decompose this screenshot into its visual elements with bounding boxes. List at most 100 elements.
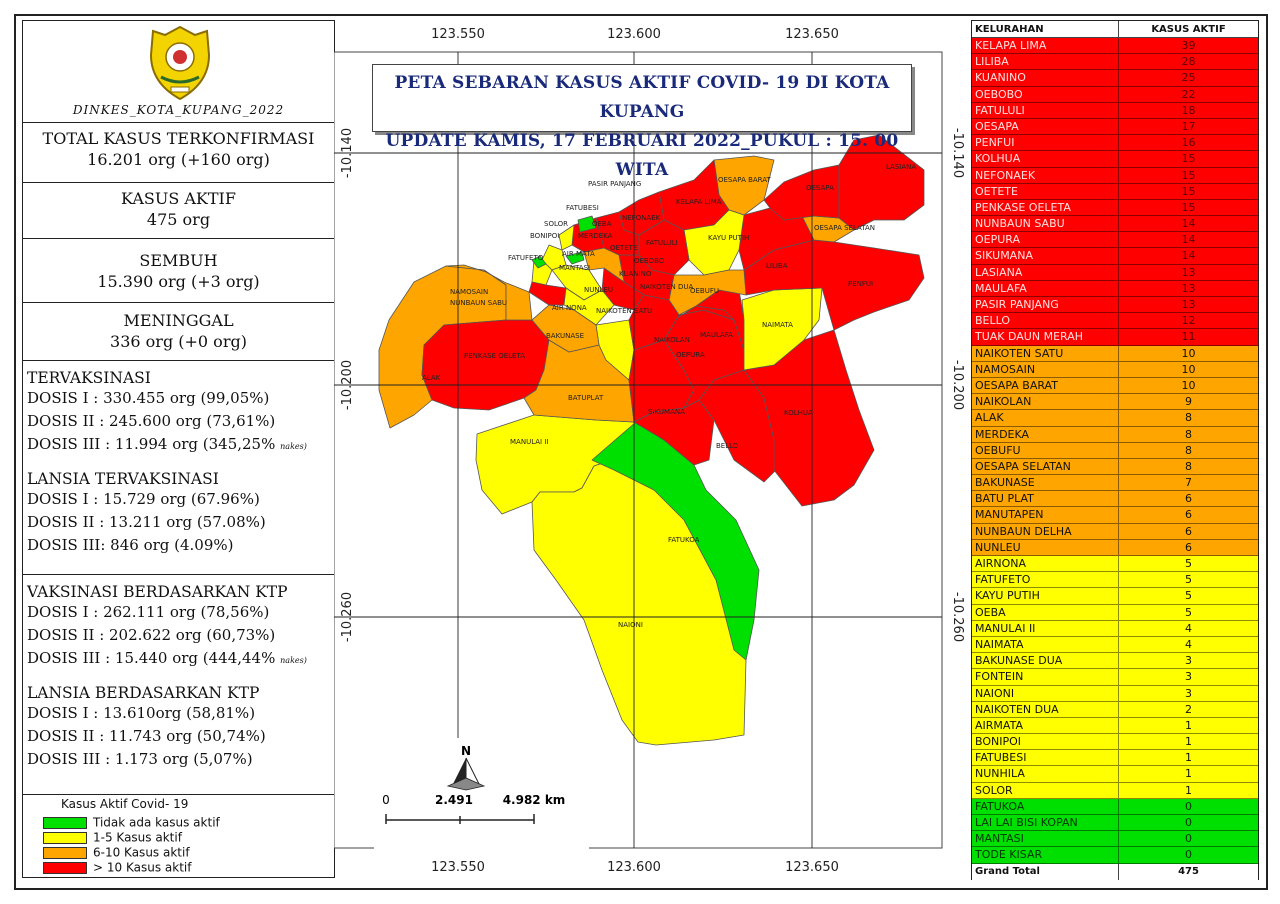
row-kelurahan: BELLO <box>972 313 1119 329</box>
row-kelurahan: NAMOSAIN <box>972 361 1119 377</box>
row-kasus-aktif: 5 <box>1185 589 1192 603</box>
table-row: FATULULI 18 <box>972 102 1258 119</box>
row-kelurahan: SOLOR <box>972 782 1119 798</box>
label-alak: ALAK <box>422 374 441 382</box>
map-title-line2: UPDATE KAMIS, 17 FEBRUARI 2022_PUKUL : 1… <box>385 131 899 180</box>
table-row: NUNLEU 6 <box>972 539 1258 556</box>
map-grid <box>334 52 942 848</box>
table-row: BAKUNASE DUA 3 <box>972 653 1258 670</box>
polygon-air-nona <box>531 304 600 353</box>
table-body: KELAPA LIMA 39 LILIBA 28 KUANINO 25 OEBOBO 22 FA… <box>972 38 1258 864</box>
elderly-ktp-title: LANSIA BERDASARKAN KTP <box>27 684 260 702</box>
row-kasus-aktif: 5 <box>1185 573 1192 587</box>
row-kasus-aktif: 10 <box>1181 346 1196 360</box>
grand-total-label: Grand Total <box>972 863 1119 880</box>
map-title-line1: PETA SEBARAN KASUS AKTIF COVID- 19 DI KO… <box>394 73 890 122</box>
row-kelurahan: NAIKOTEN DUA <box>972 701 1119 717</box>
row-kasus-aktif: 0 <box>1185 832 1192 846</box>
elderly-dose3: DOSIS III: 846 org (4.09%) <box>27 536 234 554</box>
label-penkase-oeleta: PENKASE OELETA <box>464 352 525 360</box>
table-row: TODE KISAR 0 <box>972 847 1258 864</box>
row-kelurahan: ALAK <box>972 410 1119 426</box>
table-row: KUANINO 25 <box>972 70 1258 87</box>
table-row: SOLOR 1 <box>972 782 1258 799</box>
row-kelurahan: BAKUNASE DUA <box>972 653 1119 669</box>
row-kasus-aktif: 9 <box>1185 395 1192 409</box>
row-kasus-aktif: 11 <box>1181 330 1196 344</box>
header-kelurahan: KELURAHAN <box>972 21 1119 37</box>
label-batuplat: BATUPLAT <box>568 394 604 402</box>
table-row: FATUBESI 1 <box>972 750 1258 767</box>
row-kasus-aktif: 1 <box>1185 783 1192 797</box>
table-row: MANUTAPEN 6 <box>972 507 1258 524</box>
table-row: NAIMATA 4 <box>972 636 1258 654</box>
row-kasus-aktif: 0 <box>1185 816 1192 829</box>
table-row: SIKUMANA 14 <box>972 248 1258 265</box>
ktp-vaccination-box: VAKSINASI BERDASARKAN KTP DOSIS I : 262.… <box>23 575 334 795</box>
row-kasus-aktif: 16 <box>1181 136 1196 150</box>
label-oeba: OEBA <box>592 220 612 228</box>
table-row: PENFUI 16 <box>972 135 1258 152</box>
active-cases-table: KELURAHAN KASUS AKTIF KELAPA LIMA 39 LILIB… <box>971 20 1259 880</box>
row-kasus-aktif: 1 <box>1185 767 1192 781</box>
legend-swatch-orange <box>43 846 87 859</box>
row-kelurahan: FATULULI <box>972 102 1119 118</box>
label-oebobo: OEBOBO <box>634 257 665 265</box>
label-solor: SOLOR <box>544 220 568 228</box>
row-kasus-aktif: 1 <box>1185 735 1192 749</box>
label-kayu-putih: KAYU PUTIH <box>708 234 749 242</box>
row-kelurahan: KAYU PUTIH <box>972 588 1119 604</box>
row-kasus-aktif: 8 <box>1185 411 1192 425</box>
place-labels: LASIANA OESAPA OESAPA BARAT OESAPA SELAT… <box>422 163 916 629</box>
row-kelurahan: KOLHUA <box>972 151 1119 167</box>
map-legend: Kasus Aktif Covid- 19 Tidak ada kasus ak… <box>23 795 334 877</box>
kupang-logo-icon <box>149 25 211 101</box>
lon-label-top-3: 123.650 <box>785 27 839 42</box>
row-kelurahan: FATUKOA <box>972 798 1119 814</box>
table-row: NAIKOTEN SATU 10 <box>972 345 1258 362</box>
row-kasus-aktif: 5 <box>1185 557 1192 570</box>
table-row: LILIBA 28 <box>972 54 1258 71</box>
row-kasus-aktif: 6 <box>1185 492 1192 506</box>
row-kasus-aktif: 28 <box>1181 55 1196 69</box>
table-row: OESAPA 17 <box>972 118 1258 136</box>
label-manulai-ii: MANULAI II <box>510 438 548 446</box>
row-kelurahan: NAIMATA <box>972 636 1119 653</box>
table-row: MAULAFA 13 <box>972 280 1258 297</box>
label-naikolan: NAIKOLAN <box>654 336 690 344</box>
total-confirmed-value: 16.201 org (+160 org) <box>87 150 270 169</box>
active-cases-value: 475 org <box>146 210 211 229</box>
legend-item-high: > 10 Kasus aktif <box>43 860 191 875</box>
row-kelurahan: AIRMATA <box>972 717 1119 734</box>
header-kasus-aktif: KASUS AKTIF <box>1151 24 1226 35</box>
elderly-ktp-dose1: DOSIS I : 13.610org (58,81%) <box>27 704 256 722</box>
row-kasus-aktif: 6 <box>1185 540 1192 554</box>
polygon-kolhua <box>743 329 875 507</box>
polygon-oeba <box>558 224 575 251</box>
table-row: OETETE 15 <box>972 183 1258 200</box>
row-kelurahan: OEBUFU <box>972 442 1119 458</box>
row-kasus-aktif: 8 <box>1185 459 1192 473</box>
row-kasus-aktif: 10 <box>1181 362 1196 376</box>
row-kasus-aktif: 18 <box>1181 103 1196 117</box>
polygon-lasiana <box>838 134 925 231</box>
label-oepura: OEPURA <box>676 351 705 359</box>
scale-north-box: N 0 2.491 4.982 km <box>374 738 589 854</box>
agency-label: DINKES_KOTA_KUPANG_2022 <box>72 103 285 117</box>
row-kelurahan: NUNLEU <box>972 539 1119 555</box>
label-maulafa: MAULAFA <box>700 331 733 339</box>
row-kelurahan: MERDEKA <box>972 426 1119 442</box>
row-kelurahan: OETETE <box>972 183 1119 199</box>
label-nunleu: NUNLEU <box>584 286 613 294</box>
polygon-naikoten-dua <box>628 294 680 351</box>
row-kasus-aktif: 14 <box>1181 249 1196 263</box>
row-kasus-aktif: 3 <box>1185 670 1192 684</box>
label-penfui: PENFUI <box>848 280 873 288</box>
label-oesapa-barat: OESAPA BARAT <box>718 176 771 184</box>
polygon-tode-kisar <box>531 255 547 269</box>
row-kelurahan: PASIR PANJANG <box>972 297 1119 313</box>
scale-label-mid: 2.491 <box>435 793 473 807</box>
table-row: NAIONI 3 <box>972 685 1258 702</box>
ktp-dose3: DOSIS III : 15.440 org (444,44% nakes) <box>27 649 307 667</box>
table-row: NUNBAUN SABU 14 <box>972 216 1258 233</box>
